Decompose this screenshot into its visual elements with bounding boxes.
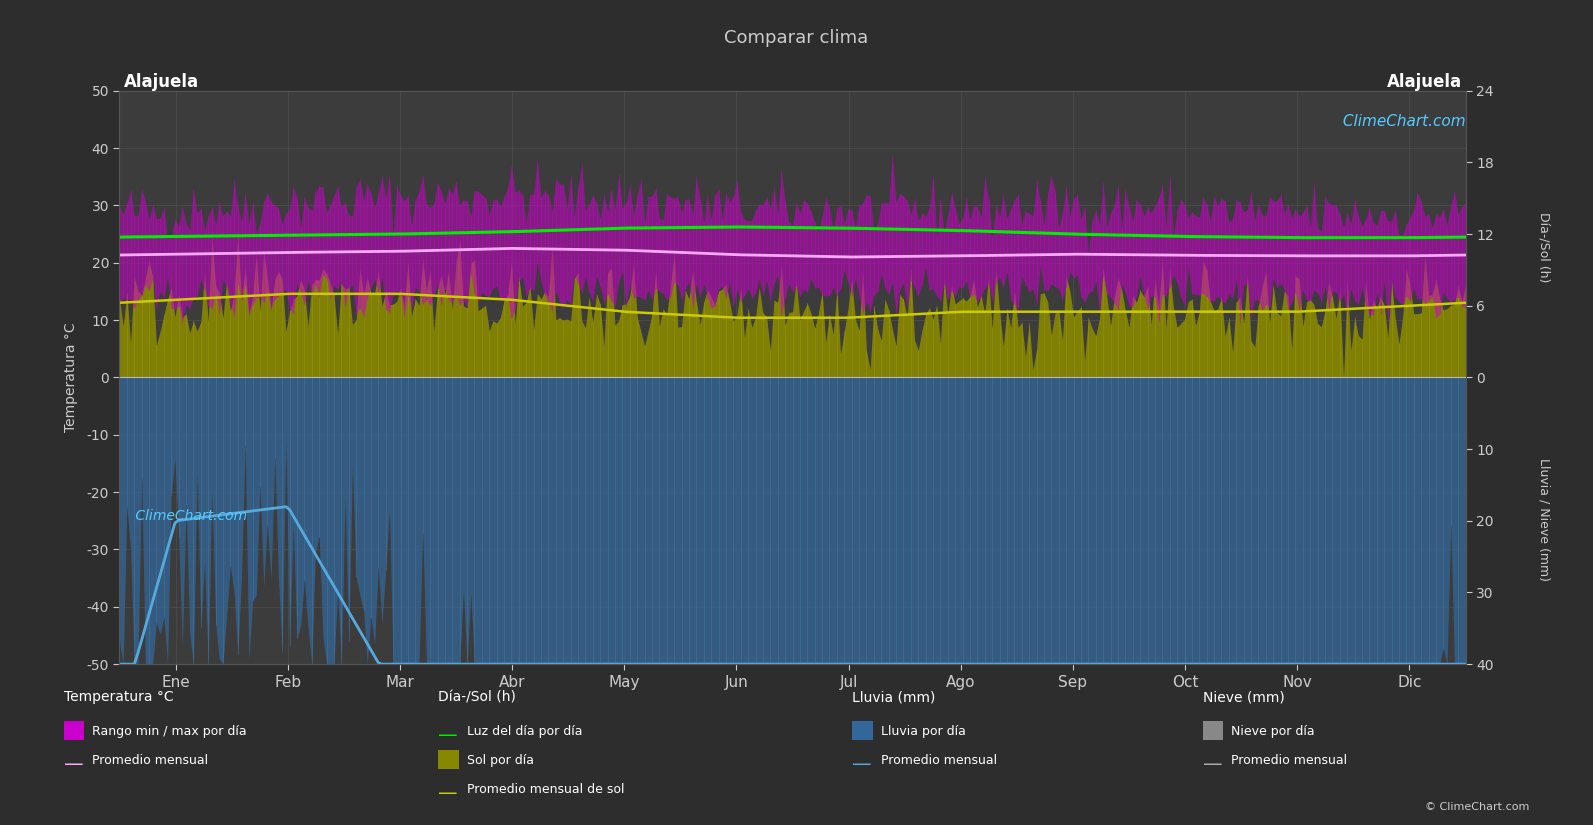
Y-axis label: Temperatura °C: Temperatura °C <box>64 323 78 432</box>
Text: Nieve por día: Nieve por día <box>1231 725 1314 738</box>
Text: Temperatura °C: Temperatura °C <box>64 691 174 705</box>
Text: Rango min / max por día: Rango min / max por día <box>92 725 247 738</box>
Text: —: — <box>1203 755 1222 775</box>
Text: Alajuela: Alajuela <box>1388 73 1462 91</box>
Text: Promedio mensual: Promedio mensual <box>1231 754 1348 767</box>
Text: —: — <box>852 755 871 775</box>
Text: Nieve (mm): Nieve (mm) <box>1203 691 1284 705</box>
Text: ClimeChart.com: ClimeChart.com <box>1338 114 1466 130</box>
Text: Día-/Sol (h): Día-/Sol (h) <box>438 691 516 705</box>
Text: © ClimeChart.com: © ClimeChart.com <box>1424 802 1529 812</box>
Text: Día-/Sol (h): Día-/Sol (h) <box>1537 212 1550 283</box>
Text: ClimeChart.com: ClimeChart.com <box>131 509 247 523</box>
Text: Comparar clima: Comparar clima <box>725 29 868 47</box>
Text: —: — <box>438 784 457 804</box>
Text: Promedio mensual de sol: Promedio mensual de sol <box>467 783 624 796</box>
Text: —: — <box>64 755 83 775</box>
Text: Lluvia / Nieve (mm): Lluvia / Nieve (mm) <box>1537 458 1550 582</box>
Text: Promedio mensual: Promedio mensual <box>881 754 997 767</box>
Text: Sol por día: Sol por día <box>467 754 534 767</box>
Text: —: — <box>438 726 457 746</box>
Text: Alajuela: Alajuela <box>124 73 199 91</box>
Text: Luz del día por día: Luz del día por día <box>467 725 583 738</box>
Text: Promedio mensual: Promedio mensual <box>92 754 209 767</box>
Text: Lluvia por día: Lluvia por día <box>881 725 965 738</box>
Text: Lluvia (mm): Lluvia (mm) <box>852 691 935 705</box>
